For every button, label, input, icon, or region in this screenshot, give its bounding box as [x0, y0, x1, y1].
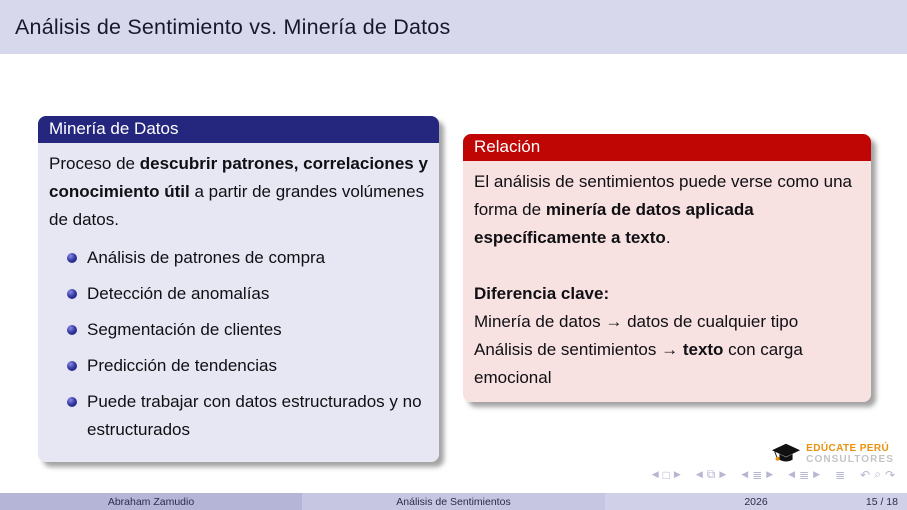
footer-date: 2026: [744, 495, 768, 508]
logo-line-1: EDÚCATE PERÚ: [806, 443, 890, 454]
section-icon[interactable]: ≣: [799, 467, 810, 482]
bullet-ball-icon: [67, 325, 77, 335]
logo-text: EDÚCATE PERÚ CONSULTORES: [806, 443, 894, 465]
bullet-ball-icon: [67, 397, 77, 407]
text-segment: datos de cualquier tipo: [622, 312, 799, 331]
list-item: Segmentación de clientes: [63, 316, 428, 344]
diferencia-line-2: Análisis de sentimientos → texto con car…: [474, 336, 860, 392]
navigation-bar: ◀ □ ▶ ◀ ⧉ ▶ ◀ ≣ ▶ ◀ ≣ ▶ ≣ ↶ ⌕ ↷: [652, 467, 895, 482]
prev-section-icon[interactable]: ◀: [788, 469, 796, 479]
diferencia-line-1: Minería de datos → datos de cualquier ti…: [474, 308, 860, 336]
text-segment-bold: Diferencia clave:: [474, 284, 610, 303]
list-item: Detección de anomalías: [63, 280, 428, 308]
prev-slide-icon[interactable]: ◀: [651, 469, 659, 479]
footer-short-title: Análisis de Sentimientos: [302, 493, 605, 510]
next-section-icon[interactable]: ▶: [813, 469, 821, 479]
arrow-glyph: →: [605, 312, 623, 331]
footer-bar: Abraham Zamudio Análisis de Sentimientos…: [0, 493, 907, 510]
arrow-glyph: →: [661, 340, 679, 359]
bullet-ball-icon: [67, 289, 77, 299]
nav-section-group: ◀ ≣ ▶: [788, 468, 820, 482]
relacion-paragraph: El análisis de sentimientos puede verse …: [474, 168, 860, 252]
logo-line-2: CONSULTORES: [806, 454, 894, 465]
title-bar: Análisis de Sentimiento vs. Minería de D…: [0, 0, 907, 54]
relacion-block-body: El análisis de sentimientos puede verse …: [463, 161, 871, 402]
frame-title: Análisis de Sentimiento vs. Minería de D…: [15, 14, 451, 39]
text-segment: Análisis de sentimientos: [474, 340, 662, 359]
text-segment: con carga emocional: [474, 340, 803, 387]
graduation-cap-icon: [772, 443, 801, 462]
mineria-intro: Proceso de descubrir patrones, correlaci…: [49, 150, 428, 234]
list-item-label: Detección de anomalías: [87, 284, 270, 303]
relacion-block: Relación El análisis de sentimientos pue…: [463, 134, 871, 402]
list-item-label: Segmentación de clientes: [87, 320, 282, 339]
nav-history-group: ↶ ⌕ ↷: [860, 467, 895, 482]
search-icon[interactable]: ⌕: [874, 467, 881, 481]
text-segment: a partir de grandes volúmenes de datos.: [49, 182, 425, 229]
diferencia-heading: Diferencia clave:: [474, 280, 860, 308]
footer-author: Abraham Zamudio: [0, 493, 302, 510]
text-segment: El análisis de sentimientos puede verse …: [474, 172, 852, 219]
bullet-ball-icon: [67, 361, 77, 371]
text-segment-bold: texto: [682, 340, 724, 359]
next-frame-icon[interactable]: ▶: [719, 469, 727, 479]
list-item: Puede trabajar con datos estructurados y…: [63, 388, 428, 444]
mineria-block-body: Proceso de descubrir patrones, correlaci…: [38, 143, 439, 462]
back-icon[interactable]: ↶: [860, 467, 871, 482]
prev-subsection-icon[interactable]: ◀: [741, 469, 749, 479]
nav-slide-group: ◀ □ ▶: [652, 468, 681, 482]
educate-peru-logo: EDÚCATE PERÚ CONSULTORES: [771, 442, 894, 466]
subsection-icon[interactable]: ≣: [752, 467, 763, 482]
relacion-block-header: Relación: [463, 134, 871, 161]
bullet-ball-icon: [67, 253, 77, 263]
text-segment: Proceso de: [49, 154, 140, 173]
list-item: Predicción de tendencias: [63, 352, 428, 380]
mineria-bullet-list: Análisis de patrones de compra Detección…: [63, 244, 428, 444]
text-segment: Minería de datos: [474, 312, 606, 331]
appendix-icon[interactable]: ≣: [835, 467, 846, 482]
prev-frame-icon[interactable]: ◀: [695, 469, 703, 479]
text-segment-bold: descubrir patrones, correlaciones y cono…: [49, 154, 428, 201]
mineria-de-datos-block: Minería de Datos Proceso de descubrir pa…: [38, 116, 439, 462]
nav-frame-group: ◀ ⧉ ▶: [696, 467, 726, 482]
footer-page-number: 15 / 18: [865, 495, 898, 508]
text-segment: .: [665, 228, 671, 247]
nav-appendix-group: ≣: [835, 468, 845, 482]
forward-icon[interactable]: ↷: [884, 467, 895, 482]
footer-date-section: 2026 15 / 18: [605, 493, 907, 510]
mineria-block-header: Minería de Datos: [38, 116, 439, 143]
frame-icon[interactable]: ⧉: [706, 467, 716, 481]
list-item-label: Puede trabajar con datos estructurados y…: [87, 392, 422, 439]
slide-icon[interactable]: □: [662, 467, 670, 482]
list-item-label: Análisis de patrones de compra: [87, 248, 326, 267]
list-item-label: Predicción de tendencias: [87, 356, 277, 375]
list-item: Análisis de patrones de compra: [63, 244, 428, 272]
text-segment-bold: minería de datos aplicada específicament…: [474, 200, 754, 247]
next-subsection-icon[interactable]: ▶: [766, 469, 774, 479]
nav-subsection-group: ◀ ≣ ▶: [741, 468, 773, 482]
next-slide-icon[interactable]: ▶: [673, 469, 681, 479]
